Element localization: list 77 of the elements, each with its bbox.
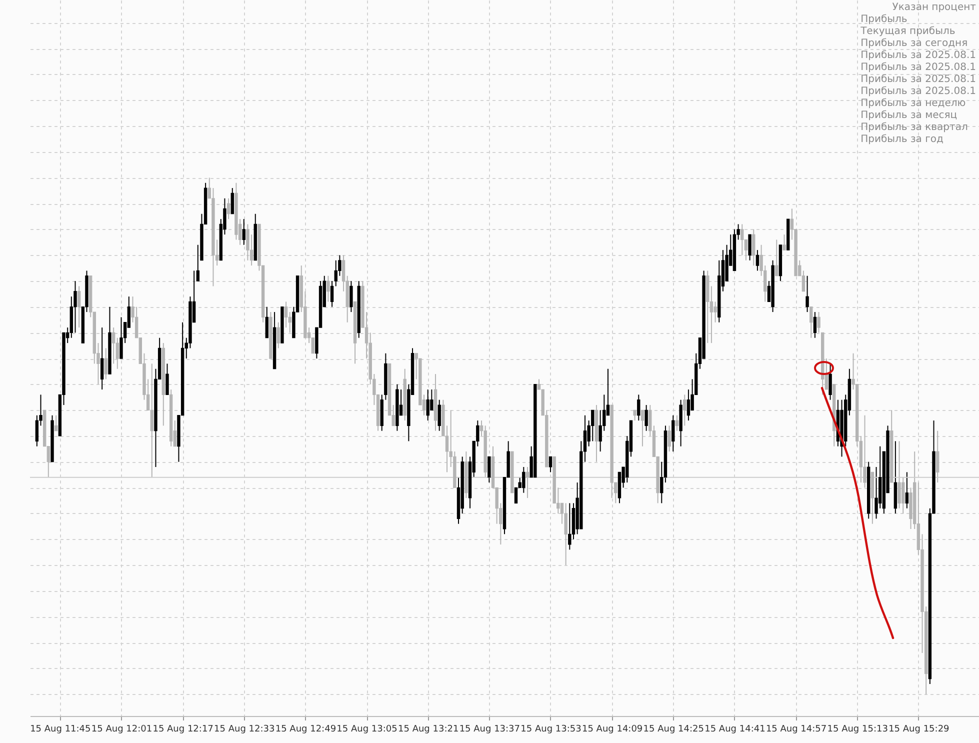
candlestick [326, 275, 330, 302]
text: Прибыль за год [860, 134, 944, 146]
text: Текущая прибыль [860, 26, 956, 38]
candlestick [905, 472, 909, 509]
text: Прибыль за 2025.08.1 [860, 62, 976, 74]
text: Указан процент [891, 2, 976, 14]
candlestick [901, 476, 905, 514]
candlestick [548, 456, 552, 473]
candlestick [350, 280, 353, 313]
candlestick [810, 306, 813, 338]
candlestick [898, 440, 901, 509]
text: Прибыль за 2025.08.1 [860, 50, 976, 62]
x-tick-label: 15 Aug 13:05 [336, 724, 398, 734]
candlestick [438, 399, 441, 432]
candlestick [120, 316, 123, 360]
candlestick [166, 363, 169, 396]
candlestick [522, 466, 526, 494]
text: Прибыль за месяц [860, 110, 958, 122]
text: Прибыль за сегодня [860, 38, 969, 50]
candlestick [813, 312, 817, 338]
text: Прибыль за неделю [860, 98, 967, 110]
x-tick-label: 15 Aug 14:57 [766, 724, 827, 734]
candlestick [100, 327, 104, 390]
candlestick [752, 228, 756, 266]
candlestick [640, 410, 644, 447]
candlestick [828, 363, 832, 400]
candlestick [276, 322, 280, 349]
candlestick [633, 410, 636, 422]
x-tick-label: 15 Aug 11:45 [30, 724, 91, 734]
candlestick [637, 394, 640, 422]
candlestick [686, 389, 690, 422]
candlestick [817, 312, 820, 334]
candlestick [672, 414, 675, 452]
x-tick-label: 15 Aug 12:49 [275, 724, 336, 734]
candlestick [936, 430, 940, 483]
x-tick-label: 15 Aug 13:37 [459, 724, 520, 734]
text: Прибыль за 2025.08.1 [860, 86, 976, 98]
candlestick [863, 414, 866, 488]
candlestick [488, 456, 491, 483]
x-tick-label: 15 Aug 14:09 [582, 724, 643, 734]
candlestick [226, 198, 230, 220]
x-tick-label: 15 Aug 12:17 [152, 724, 214, 734]
candlestick [740, 224, 744, 256]
candlestick [284, 301, 288, 328]
candlestick [782, 234, 786, 251]
candlestick [775, 239, 778, 276]
x-tick-label: 15 Aug 12:01 [91, 724, 152, 734]
candlestick [644, 404, 648, 432]
candlestick [426, 389, 430, 422]
candlestick [242, 218, 246, 246]
candlestick [54, 414, 58, 432]
text: Прибыль за квартал [860, 122, 969, 134]
candlestick [150, 363, 154, 478]
x-tick-label: 15 Aug 14:25 [643, 724, 704, 734]
x-tick-label: 15 Aug 14:41 [704, 724, 766, 734]
candlestick [104, 348, 108, 380]
candlestick [675, 414, 679, 432]
x-tick-label: 15 Aug 13:53 [520, 724, 582, 734]
candlestick [265, 306, 268, 338]
candlestick [112, 327, 116, 364]
x-tick-label: 15 Aug 15:13 [827, 724, 888, 734]
candlestick [77, 286, 81, 328]
candlestick [568, 502, 572, 550]
x-tick-label: 15 Aug 15:29 [888, 724, 950, 734]
candlestick [806, 275, 809, 313]
candlestick [756, 250, 760, 272]
x-tick-label: 15 Aug 12:33 [214, 724, 275, 734]
text: Прибыль за 2025.08.1 [860, 74, 976, 86]
candlestick [668, 425, 671, 452]
text: Прибыль [860, 14, 908, 26]
candlestick [748, 234, 752, 261]
x-tick-label: 15 Aug 13:21 [398, 724, 459, 734]
candlestick [683, 394, 686, 426]
candlestick [564, 502, 568, 566]
candlestick [526, 466, 530, 498]
candlestick [230, 188, 234, 214]
candlestick [714, 301, 717, 323]
